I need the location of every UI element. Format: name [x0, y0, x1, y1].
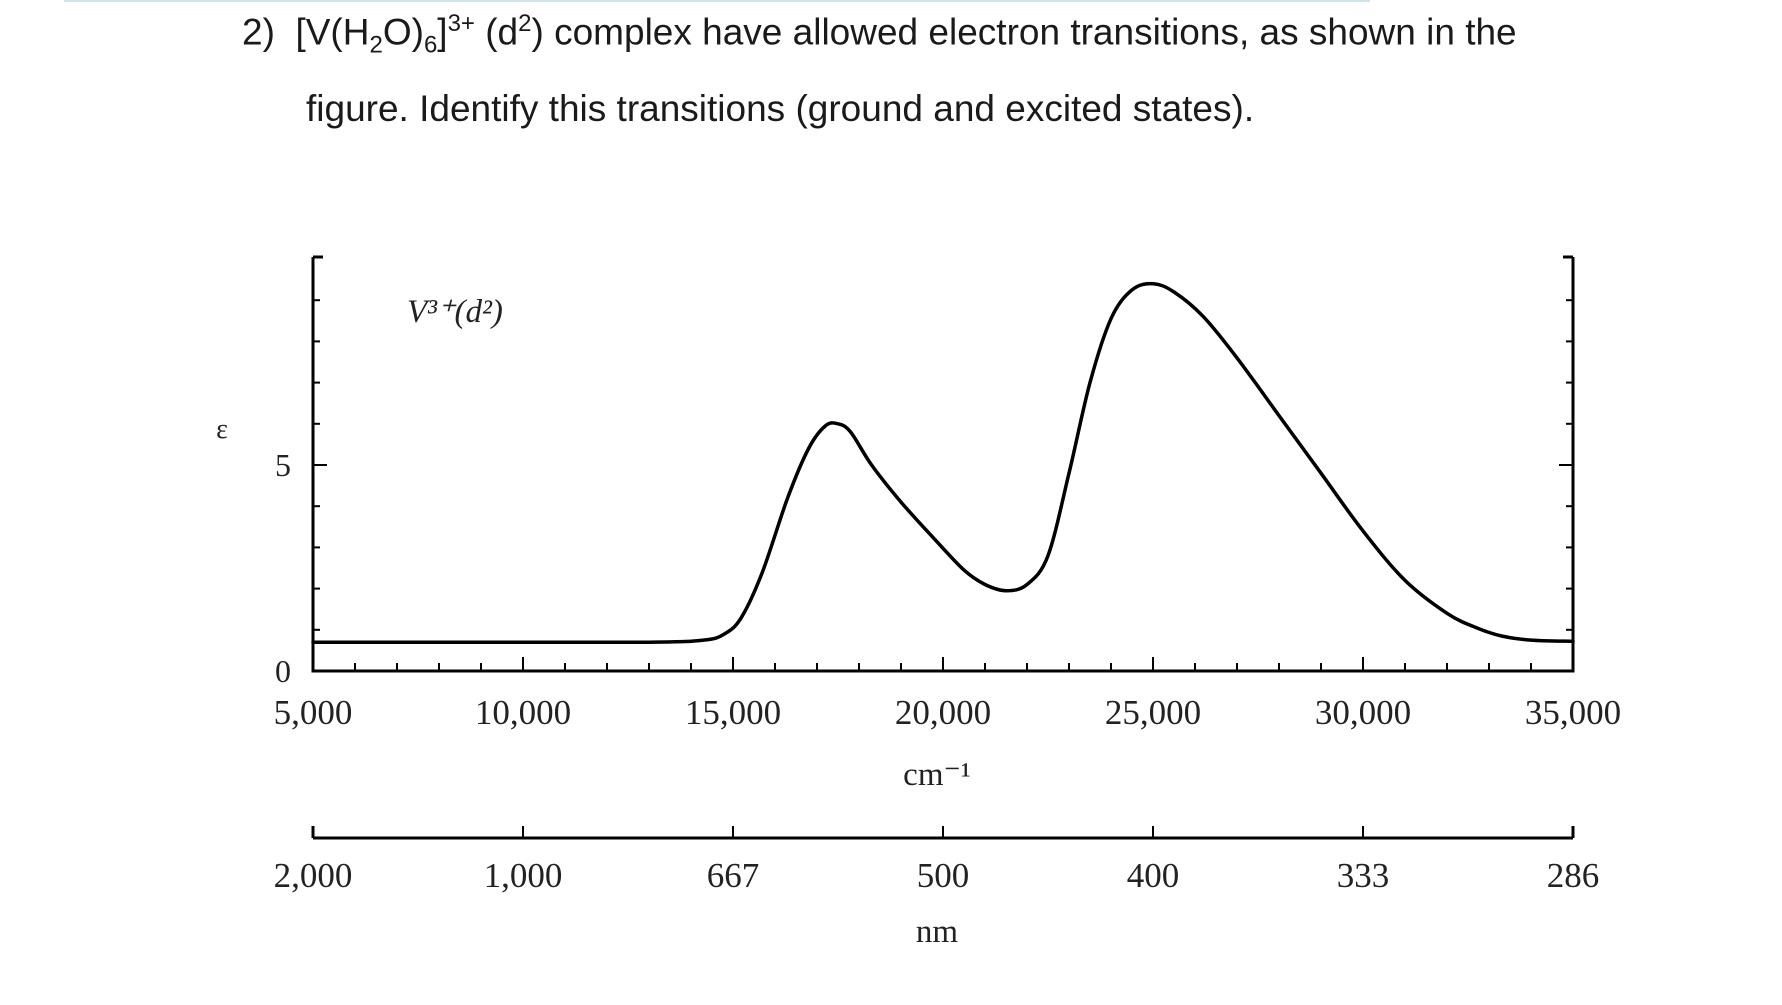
- y-tick-label: 5: [275, 447, 291, 483]
- x2-tick-label: 400: [1127, 856, 1180, 895]
- x2-tick-label: 2,000: [274, 856, 353, 895]
- x-tick-label: 25,000: [1105, 693, 1201, 732]
- x-tick-label: 5,000: [274, 693, 353, 732]
- x2-axis-label: nm: [916, 914, 959, 950]
- x-tick-label: 35,000: [1525, 693, 1621, 732]
- formula-sub-2: 2: [369, 31, 383, 59]
- x-tick-label: 20,000: [895, 693, 991, 732]
- x-tick-label: 30,000: [1315, 693, 1411, 732]
- question-line-2: figure. Identify this transitions (groun…: [306, 88, 1255, 129]
- question-line-1: 2) [V(H2O)6]3+ (d2) complex have allowed…: [242, 10, 1517, 60]
- question-text: ) complex have allowed electron transiti…: [531, 11, 1517, 53]
- spectrum-line: [311, 281, 1575, 645]
- question-number: 2): [242, 11, 275, 53]
- x2-tick-label: 286: [1547, 856, 1600, 895]
- formula-part-1: [V(H: [295, 11, 370, 53]
- formula-sub-6: 6: [423, 31, 438, 59]
- formula-charge: 3+: [447, 10, 475, 37]
- d-superscript: 2: [518, 10, 532, 37]
- axis-ticks: [312, 299, 1574, 838]
- top-divider: [64, 0, 1370, 2]
- x2-tick-label: 500: [917, 856, 970, 895]
- y-axis-label: ε: [216, 414, 228, 445]
- annotation-label: V³⁺(d²): [407, 294, 503, 330]
- x-tick-label: 10,000: [475, 693, 571, 732]
- x2-tick-label: 1,000: [484, 856, 563, 895]
- formula-part-2: O): [382, 11, 424, 53]
- x2-tick-label: 667: [707, 856, 760, 895]
- y-tick-label: 0: [275, 653, 291, 689]
- tick-labels: 0 5 5,000 10,000 15,000 20,000 25,000 30,000 35,…: [274, 447, 1622, 895]
- d-open: (d: [474, 11, 519, 53]
- x-axis-label: cm⁻¹: [903, 757, 971, 793]
- x2-tick-label: 333: [1337, 856, 1390, 895]
- formula-part-3: ]: [437, 11, 448, 53]
- x-tick-label: 15,000: [685, 693, 781, 732]
